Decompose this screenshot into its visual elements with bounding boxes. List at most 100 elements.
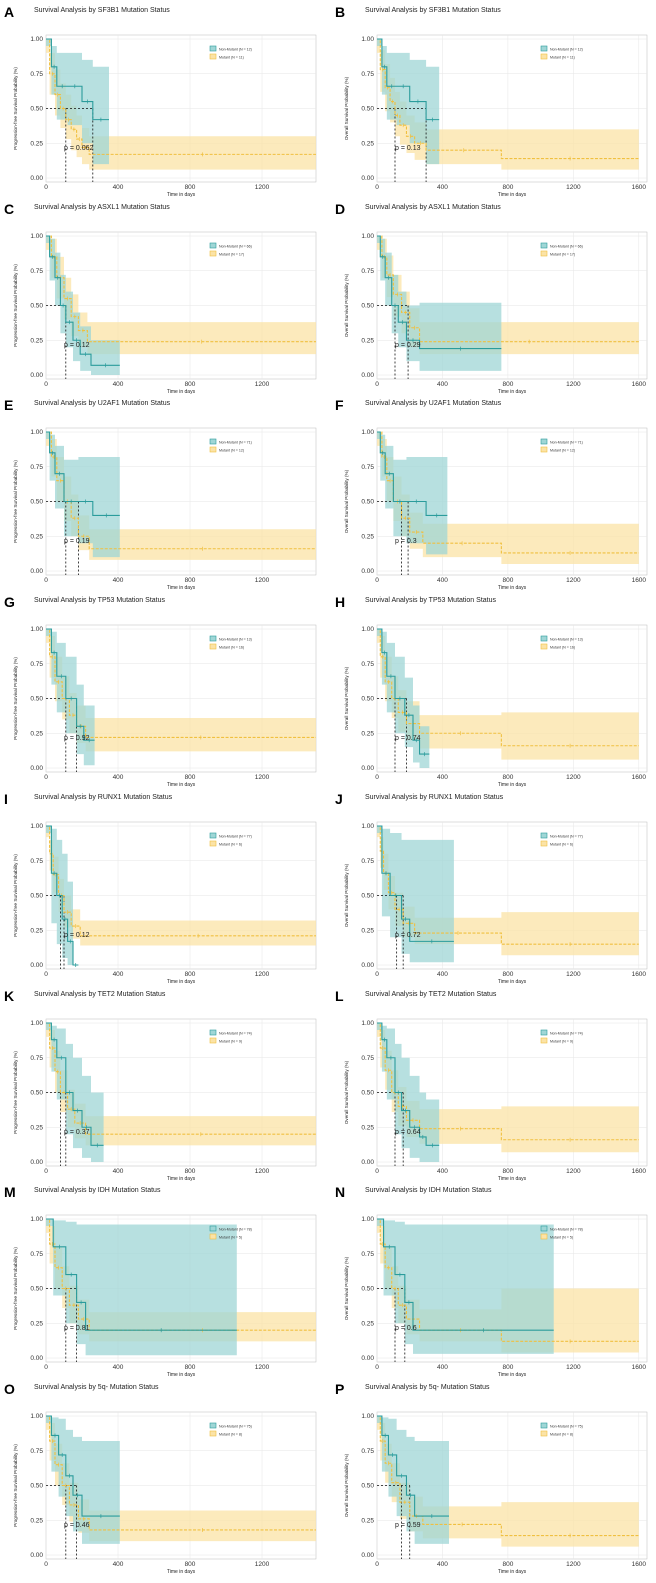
legend-mutant: Mutant (N = 5) xyxy=(219,1236,242,1240)
x-tick-label: 400 xyxy=(437,971,448,978)
legend-mutant: Mutant (N = 8) xyxy=(219,1432,242,1436)
x-tick-label: 800 xyxy=(185,971,196,978)
y-tick-label: 0.75 xyxy=(361,268,374,275)
legend-mutant: Mutant (N = 11) xyxy=(219,56,244,60)
x-tick-label: 400 xyxy=(437,774,448,781)
y-axis-label: Progression-free Survival Probability (%… xyxy=(13,67,18,150)
mutant-curve xyxy=(46,1218,316,1331)
p-value: p = 0.3 xyxy=(395,539,417,546)
legend-mutant: Mutant (N = 8) xyxy=(550,1432,573,1436)
x-tick-label: 800 xyxy=(502,1364,513,1371)
x-tick-label: 1200 xyxy=(566,1561,581,1568)
y-tick-label: 1.00 xyxy=(361,823,374,830)
y-tick-label: 0.75 xyxy=(361,1054,374,1061)
x-tick-label: 0 xyxy=(375,1168,379,1175)
y-tick-label: 0.25 xyxy=(361,1124,374,1131)
x-tick-label: 0 xyxy=(375,1561,379,1568)
panel-letter: F xyxy=(335,397,344,414)
non-mutant-ci-band xyxy=(377,1219,554,1355)
y-tick-label: 0.75 xyxy=(30,661,43,668)
panel-letter: N xyxy=(335,1184,346,1201)
x-tick-label: 800 xyxy=(185,1168,196,1175)
x-tick-label: 0 xyxy=(44,1364,48,1371)
km-plot: 0 400 800 1200 1600 0.00 0.25 0.50 0.75 1.00 Time … xyxy=(344,231,648,395)
legend-swatch-mutant xyxy=(540,53,548,60)
y-tick-label: 0.50 xyxy=(361,499,374,506)
x-tick-label: 1600 xyxy=(632,1168,647,1175)
y-tick-label: 0.75 xyxy=(361,71,374,78)
y-axis-label: Overall Survival Probability (%) xyxy=(344,1257,349,1321)
panel-letter: O xyxy=(4,1380,15,1397)
y-axis-label: Overall Survival Probability (%) xyxy=(344,273,349,337)
chart-title: Survival Analysis by U2AF1 Mutation Stat… xyxy=(34,400,171,408)
non-mutant-curve xyxy=(46,431,120,517)
mutant-ci-band xyxy=(46,1415,316,1541)
non-mutant-curve xyxy=(377,431,448,517)
km-panel-h: H Survival Analysis by TP53 Mutation Stat… xyxy=(335,594,655,790)
x-tick-label: 800 xyxy=(185,1364,196,1371)
legend-mutant: Mutant (N = 11) xyxy=(550,56,575,60)
p-value: p = 0.19 xyxy=(64,539,90,546)
x-tick-label: 400 xyxy=(113,381,124,388)
p-value: p = 0.92 xyxy=(64,735,90,742)
mutant-ci-band xyxy=(46,432,316,561)
y-axis-label: Progression-free Survival Probability (%… xyxy=(13,263,18,346)
x-tick-label: 400 xyxy=(437,1168,448,1175)
p-value: p = 0.12 xyxy=(64,342,90,349)
legend-mutant: Mutant (N = 5) xyxy=(550,1236,573,1240)
x-tick-label: 1200 xyxy=(566,971,581,978)
y-tick-label: 0.75 xyxy=(30,71,43,78)
non-mutant-curve xyxy=(377,38,440,121)
x-tick-label: 800 xyxy=(185,577,196,584)
chart-title: Survival Analysis by RUNX1 Mutation Stat… xyxy=(34,793,173,801)
y-tick-label: 0.25 xyxy=(30,534,43,541)
chart-title: Survival Analysis by IDH Mutation Status xyxy=(365,1187,492,1195)
legend-swatch-mutant xyxy=(540,1430,548,1437)
x-tick-label: 0 xyxy=(44,184,48,191)
y-tick-label: 1.00 xyxy=(30,233,43,240)
p-value: p = 0.64 xyxy=(395,1129,421,1136)
legend-non-mutant: Non-Mutant (N = 12) xyxy=(550,48,583,52)
y-tick-label: 1.00 xyxy=(361,430,374,437)
x-tick-label: 400 xyxy=(113,1364,124,1371)
y-tick-label: 0.25 xyxy=(361,1321,374,1328)
panel-letter: L xyxy=(335,987,344,1004)
x-tick-label: 0 xyxy=(375,1364,379,1371)
x-tick-label: 1200 xyxy=(255,1168,270,1175)
chart-title: Survival Analysis by IDH Mutation Status xyxy=(34,1187,161,1195)
km-panel-e: E Survival Analysis by U2AF1 Mutation Sta… xyxy=(4,397,324,593)
chart-title: Survival Analysis by SF3B1 Mutation Stat… xyxy=(365,7,501,14)
p-value: p = 0.37 xyxy=(64,1129,90,1136)
legend-swatch-mutant xyxy=(540,643,548,650)
panel-letter: A xyxy=(4,4,15,20)
x-tick-label: 0 xyxy=(375,184,379,191)
y-tick-label: 1.00 xyxy=(361,233,374,240)
panel-letter: K xyxy=(4,987,15,1004)
y-tick-label: 0.25 xyxy=(30,731,43,738)
y-tick-label: 1.00 xyxy=(361,1020,374,1027)
y-tick-label: 0.50 xyxy=(30,696,43,703)
non-mutant-curve xyxy=(46,825,79,966)
chart-title: Survival Analysis by TET2 Mutation Statu… xyxy=(365,990,497,998)
y-tick-label: 0.75 xyxy=(361,1251,374,1258)
km-plot: 0 400 800 1200 1600 0.00 0.25 0.50 0.75 1.00 Time … xyxy=(344,1214,648,1378)
y-tick-label: 0.00 xyxy=(361,175,374,182)
x-tick-label: 800 xyxy=(502,971,513,978)
x-tick-label: 400 xyxy=(437,1561,448,1568)
panel-letter: P xyxy=(335,1380,345,1397)
y-tick-label: 1.00 xyxy=(361,1413,374,1420)
legend-swatch-mutant xyxy=(540,1037,548,1043)
legend-swatch-mutant xyxy=(209,1430,217,1437)
non-mutant-ci-band xyxy=(377,235,502,371)
legend-non-mutant: Non-Mutant (N = 13) xyxy=(219,638,252,642)
x-tick-label: 800 xyxy=(185,184,196,191)
legend-swatch-non-mutant xyxy=(540,1225,548,1232)
km-panel-c: C Survival Analysis by ASXL1 Mutation Sta… xyxy=(4,201,324,397)
km-plot: 0 400 800 1200 1600 0.00 0.25 0.50 0.75 1.00 Time … xyxy=(344,624,648,788)
legend-swatch-non-mutant xyxy=(540,45,548,52)
x-axis-label: Time in days xyxy=(498,1569,527,1575)
y-tick-label: 0.00 xyxy=(30,1552,43,1559)
p-value: p = 0.13 xyxy=(395,145,421,152)
y-tick-label: 0.00 xyxy=(30,962,43,969)
